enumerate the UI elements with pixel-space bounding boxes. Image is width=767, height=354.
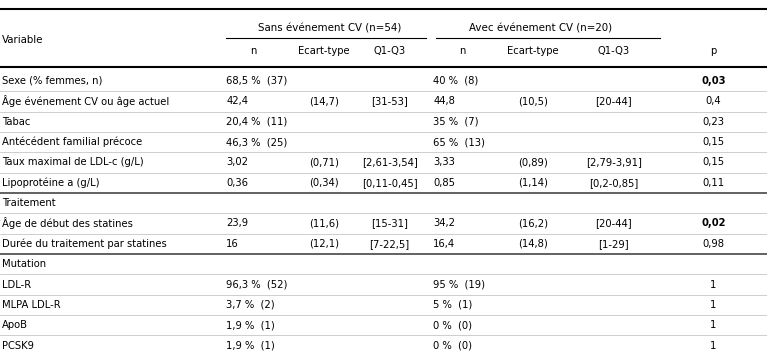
Text: 40 %  (8): 40 % (8) — [433, 76, 479, 86]
Text: Sans événement CV (n=54): Sans événement CV (n=54) — [258, 23, 401, 33]
Text: ApoB: ApoB — [2, 320, 28, 330]
Text: 0,15: 0,15 — [703, 137, 724, 147]
Text: 20,4 %  (11): 20,4 % (11) — [226, 117, 288, 127]
Text: 1,9 %  (1): 1,9 % (1) — [226, 341, 275, 350]
Text: 0,03: 0,03 — [701, 76, 726, 86]
Text: 44,8: 44,8 — [433, 96, 456, 106]
Text: 0,11: 0,11 — [703, 178, 724, 188]
Text: (16,2): (16,2) — [518, 218, 548, 228]
Text: 16: 16 — [226, 239, 239, 249]
Text: 23,9: 23,9 — [226, 218, 249, 228]
Text: Taux maximal de LDL-c (g/L): Taux maximal de LDL-c (g/L) — [2, 158, 144, 167]
Text: Tabac: Tabac — [2, 117, 31, 127]
Text: (11,6): (11,6) — [308, 218, 339, 228]
Text: 1: 1 — [710, 341, 716, 350]
Text: 0,4: 0,4 — [706, 96, 721, 106]
Text: Antécédent familial précoce: Antécédent familial précoce — [2, 137, 143, 147]
Text: PCSK9: PCSK9 — [2, 341, 35, 350]
Text: Variable: Variable — [2, 35, 44, 45]
Text: 95 %  (19): 95 % (19) — [433, 280, 486, 290]
Text: Q1-Q3: Q1-Q3 — [374, 46, 406, 56]
Text: (14,8): (14,8) — [518, 239, 548, 249]
Text: [31-53]: [31-53] — [371, 96, 408, 106]
Text: 1: 1 — [710, 300, 716, 310]
Text: Ecart-type: Ecart-type — [298, 46, 350, 56]
Text: 68,5 %  (37): 68,5 % (37) — [226, 76, 288, 86]
Text: 1: 1 — [710, 280, 716, 290]
Text: n: n — [459, 46, 466, 56]
Text: 1: 1 — [710, 320, 716, 330]
Text: (14,7): (14,7) — [309, 96, 338, 106]
Text: 0 %  (0): 0 % (0) — [433, 320, 472, 330]
Text: [15-31]: [15-31] — [371, 218, 408, 228]
Text: 0,23: 0,23 — [703, 117, 724, 127]
Text: n: n — [250, 46, 256, 56]
Text: 46,3 %  (25): 46,3 % (25) — [226, 137, 288, 147]
Text: Âge de début des statines: Âge de début des statines — [2, 217, 133, 229]
Text: 0,98: 0,98 — [703, 239, 724, 249]
Text: MLPA LDL-R: MLPA LDL-R — [2, 300, 61, 310]
Text: [20-44]: [20-44] — [595, 218, 632, 228]
Text: (0,89): (0,89) — [518, 158, 548, 167]
Text: 35 %  (7): 35 % (7) — [433, 117, 479, 127]
Text: 0,15: 0,15 — [703, 158, 724, 167]
Text: 34,2: 34,2 — [433, 218, 456, 228]
Text: Avec événement CV (n=20): Avec événement CV (n=20) — [469, 23, 612, 33]
Text: Ecart-type: Ecart-type — [507, 46, 559, 56]
Text: 3,7 %  (2): 3,7 % (2) — [226, 300, 275, 310]
Text: 0,02: 0,02 — [701, 218, 726, 228]
Text: [7-22,5]: [7-22,5] — [370, 239, 410, 249]
Text: Traitement: Traitement — [2, 198, 56, 208]
Text: Âge événement CV ou âge actuel: Âge événement CV ou âge actuel — [2, 95, 170, 107]
Text: 3,33: 3,33 — [433, 158, 456, 167]
Text: 96,3 %  (52): 96,3 % (52) — [226, 280, 288, 290]
Text: p: p — [710, 46, 716, 56]
Text: [2,61-3,54]: [2,61-3,54] — [362, 158, 417, 167]
Text: 65 %  (13): 65 % (13) — [433, 137, 486, 147]
Text: Mutation: Mutation — [2, 259, 47, 269]
Text: (0,34): (0,34) — [309, 178, 338, 188]
Text: Durée du traitement par statines: Durée du traitement par statines — [2, 239, 167, 249]
Text: [0,2-0,85]: [0,2-0,85] — [589, 178, 638, 188]
Text: [20-44]: [20-44] — [595, 96, 632, 106]
Text: 5 %  (1): 5 % (1) — [433, 300, 472, 310]
Text: LDL-R: LDL-R — [2, 280, 31, 290]
Text: (10,5): (10,5) — [518, 96, 548, 106]
Text: 0,85: 0,85 — [433, 178, 456, 188]
Text: 1,9 %  (1): 1,9 % (1) — [226, 320, 275, 330]
Text: 16,4: 16,4 — [433, 239, 456, 249]
Text: [0,11-0,45]: [0,11-0,45] — [362, 178, 417, 188]
Text: Q1-Q3: Q1-Q3 — [597, 46, 630, 56]
Text: (12,1): (12,1) — [308, 239, 339, 249]
Text: 3,02: 3,02 — [226, 158, 249, 167]
Text: (1,14): (1,14) — [518, 178, 548, 188]
Text: [2,79-3,91]: [2,79-3,91] — [586, 158, 641, 167]
Text: Sexe (% femmes, n): Sexe (% femmes, n) — [2, 76, 103, 86]
Text: [1-29]: [1-29] — [598, 239, 629, 249]
Text: 42,4: 42,4 — [226, 96, 249, 106]
Text: (0,71): (0,71) — [309, 158, 338, 167]
Text: Lipoprotéine a (g/L): Lipoprotéine a (g/L) — [2, 177, 100, 188]
Text: 0 %  (0): 0 % (0) — [433, 341, 472, 350]
Text: 0,36: 0,36 — [226, 178, 249, 188]
